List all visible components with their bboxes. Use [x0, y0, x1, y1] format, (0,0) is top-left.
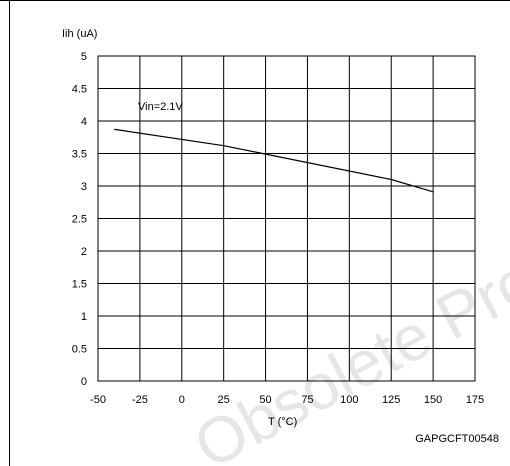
series-point — [264, 153, 267, 155]
y-tick-label: 1.5 — [72, 279, 87, 291]
y-tick-label: 2 — [81, 246, 87, 258]
y-tick-label: 3 — [81, 181, 87, 193]
x-tick-label: 100 — [340, 394, 358, 406]
series-point — [390, 178, 392, 181]
series-point — [432, 191, 434, 193]
x-tick-label: 50 — [259, 394, 271, 406]
y-tick-label: 3.5 — [72, 149, 87, 161]
plot-area — [97, 55, 476, 382]
y-axis-label: Iih (uA) — [62, 28, 97, 40]
x-axis-ticks: -50 -25 0 25 50 75 100 125 150 175 — [90, 394, 484, 406]
y-tick-label: 4.5 — [72, 84, 87, 96]
x-tick-label: 0 — [179, 394, 185, 406]
y-tick-label: 2.5 — [72, 214, 87, 226]
series-label: Vin=2.1V — [138, 101, 183, 113]
series-points — [114, 128, 434, 193]
series-point — [223, 145, 225, 147]
series-point — [114, 128, 116, 131]
y-tick-label: 0.5 — [72, 344, 87, 356]
y-tick-label: 1 — [81, 311, 87, 323]
x-tick-label: -50 — [90, 394, 106, 406]
y-axis-ticks: 0 0.5 1 1.5 2 2.5 3 3.5 4 4.5 5 — [72, 51, 87, 388]
x-tick-label: 75 — [301, 394, 313, 406]
x-tick-label: 25 — [218, 394, 230, 406]
watermark-text: Obsolete Product(s) — [183, 152, 510, 466]
series-line-vin-2-1v — [114, 128, 434, 193]
x-tick-label: 175 — [466, 394, 484, 406]
y-tick-label: 0 — [81, 376, 87, 388]
x-tick-label: -25 — [132, 394, 148, 406]
y-tick-label: 4 — [81, 116, 87, 128]
x-axis-label: T (°C) — [268, 416, 297, 428]
grid-lines — [98, 56, 475, 381]
y-tick-label: 5 — [81, 51, 87, 63]
figure-code: GAPGCFT00548 — [415, 433, 499, 445]
x-tick-label: 150 — [424, 394, 442, 406]
x-tick-label: 125 — [382, 394, 400, 406]
